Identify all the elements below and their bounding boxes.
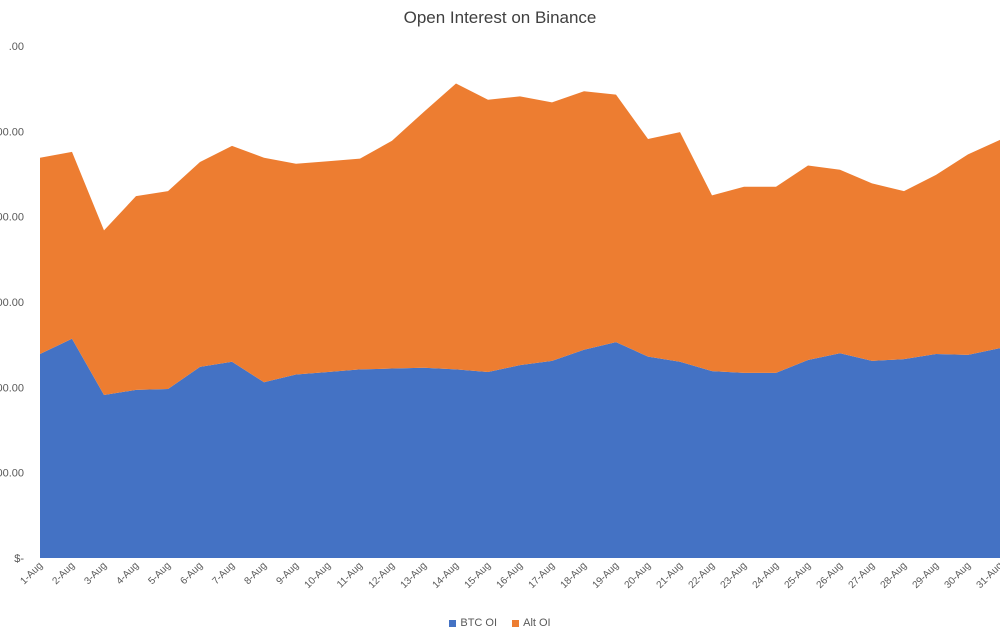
- area-series-btc-oi: [40, 338, 1000, 558]
- x-tick-label: 31-Aug: [975, 560, 1000, 591]
- legend-swatch-alt: [512, 619, 520, 627]
- x-tick-label: 8-Aug: [242, 560, 269, 587]
- area-series-alt-oi: [40, 83, 1000, 396]
- y-tick-label: 00.00: [0, 382, 24, 394]
- legend: BTC OI Alt OI: [0, 617, 1000, 630]
- y-axis-ticks: .00 00.00 00.00 00.00 00.00 00.00 $-: [0, 41, 24, 565]
- x-tick-label: 7-Aug: [210, 560, 237, 587]
- x-tick-label: 16-Aug: [495, 560, 526, 591]
- x-tick-label: 3-Aug: [82, 560, 109, 587]
- legend-label-alt: Alt OI: [523, 617, 551, 629]
- y-tick-label: 00.00: [0, 297, 24, 309]
- x-tick-label: 9-Aug: [274, 560, 301, 587]
- x-tick-label: 4-Aug: [114, 560, 141, 587]
- chart-title: Open Interest on Binance: [403, 8, 597, 27]
- x-tick-label: 28-Aug: [879, 560, 910, 591]
- y-tick-label: 00.00: [0, 468, 24, 480]
- x-tick-label: 23-Aug: [719, 560, 750, 591]
- legend-item-btc: BTC OI: [449, 617, 497, 629]
- x-tick-label: 15-Aug: [463, 560, 494, 591]
- x-axis-ticks: 1-Aug 2-Aug 3-Aug 4-Aug 5-Aug 6-Aug 7-Aug 8-Aug…: [18, 560, 1000, 591]
- legend-label-btc: BTC OI: [460, 617, 498, 629]
- x-tick-label: 14-Aug: [431, 560, 462, 591]
- x-tick-label: 26-Aug: [815, 560, 846, 591]
- plot-area: [40, 83, 1000, 558]
- x-tick-label: 10-Aug: [303, 560, 334, 591]
- x-tick-label: 13-Aug: [399, 560, 430, 591]
- x-tick-label: 20-Aug: [623, 560, 654, 591]
- x-tick-label: 18-Aug: [559, 560, 590, 591]
- x-tick-label: 22-Aug: [687, 560, 718, 591]
- x-tick-label: 5-Aug: [146, 560, 173, 587]
- x-tick-label: 17-Aug: [527, 560, 558, 591]
- x-tick-label: 12-Aug: [367, 560, 398, 591]
- x-tick-label: 27-Aug: [847, 560, 878, 591]
- y-tick-label: .00: [9, 41, 24, 53]
- y-tick-label: 00.00: [0, 212, 24, 224]
- x-tick-label: 30-Aug: [943, 560, 974, 591]
- y-tick-label: $-: [14, 553, 24, 565]
- x-tick-label: 19-Aug: [591, 560, 622, 591]
- x-tick-label: 2-Aug: [50, 560, 77, 587]
- legend-swatch-btc: [449, 619, 457, 627]
- x-tick-label: 24-Aug: [751, 560, 782, 591]
- x-tick-label: 29-Aug: [911, 560, 942, 591]
- x-tick-label: 21-Aug: [655, 560, 686, 591]
- x-tick-label: 25-Aug: [783, 560, 814, 591]
- x-tick-label: 11-Aug: [335, 560, 365, 590]
- legend-item-alt: Alt OI: [512, 617, 551, 629]
- y-tick-label: 00.00: [0, 126, 24, 138]
- x-tick-label: 6-Aug: [178, 560, 205, 587]
